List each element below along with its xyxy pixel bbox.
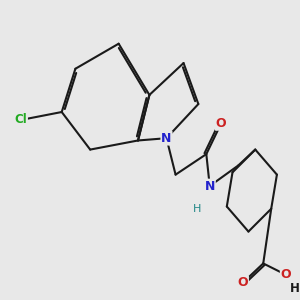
Text: N: N [205,179,215,193]
Text: N: N [161,132,172,145]
Text: H: H [193,204,201,214]
Text: O: O [237,276,248,289]
Text: Cl: Cl [14,113,27,127]
Text: H: H [290,282,300,295]
Text: O: O [281,268,291,281]
Text: O: O [216,117,226,130]
